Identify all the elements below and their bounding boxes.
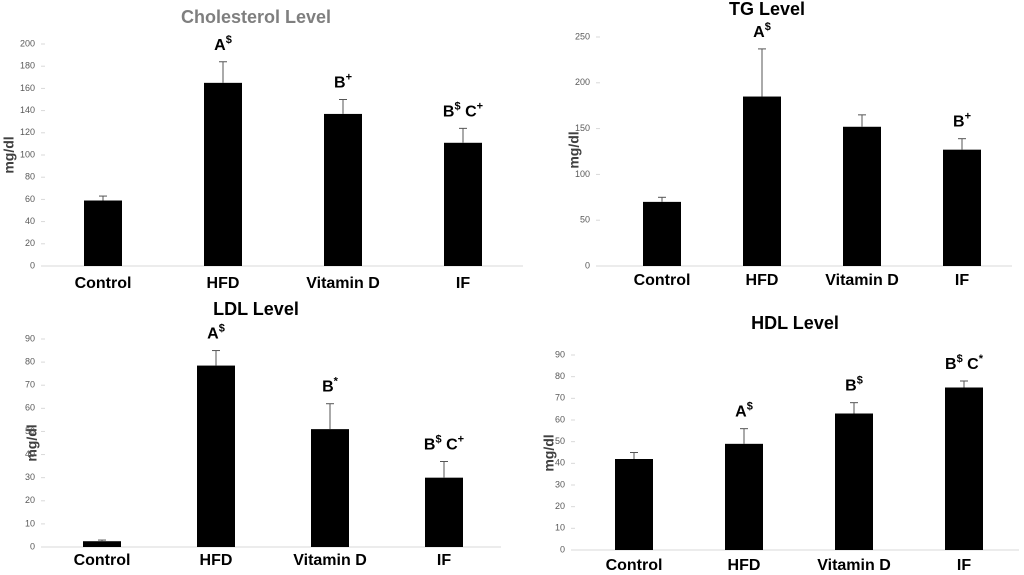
y-tick-label: 60 [25,194,35,204]
x-tick-label: Vitamin D [825,272,899,289]
y-tick-label: 50 [555,436,565,446]
bar [204,82,242,266]
annotation: B$ [845,375,863,395]
y-tick-label: 150 [575,123,590,133]
annotation: B+ [334,71,352,91]
y-tick-label: 30 [25,472,35,482]
y-tick-label: 60 [25,403,35,413]
y-tick-label: 60 [555,414,565,424]
chart-title: TG Level [729,0,805,19]
y-tick-label: 0 [30,541,35,551]
y-axis-label: mg/dl [566,131,582,168]
y-axis-label: mg/dl [1,136,17,173]
x-tick-label: Vitamin D [306,275,380,292]
annotation: A$ [214,34,232,54]
y-tick-label: 40 [25,216,35,226]
x-tick-label: IF [955,272,969,289]
bar [725,443,763,550]
y-tick-label: 30 [555,479,565,489]
bar [444,142,482,266]
y-tick-label: 50 [25,426,35,436]
x-tick-label: IF [957,557,971,574]
y-tick-label: 200 [20,38,35,48]
y-axis-label: mg/dl [24,424,40,461]
y-tick-label: 20 [555,501,565,511]
y-tick-label: 20 [25,495,35,505]
y-tick-label: 70 [555,393,565,403]
y-tick-label: 50 [580,215,590,225]
bar [84,200,122,266]
bar [643,201,681,266]
y-tick-label: 70 [25,380,35,390]
x-tick-label: Control [606,557,663,574]
bar [83,541,121,547]
annotation: B$ C+ [443,100,483,120]
y-tick-label: 140 [20,105,35,115]
bar [615,459,653,550]
y-tick-label: 100 [575,169,590,179]
y-tick-label: 0 [585,260,590,270]
annotation: B$ C+ [424,433,464,453]
x-tick-label: Control [75,275,132,292]
x-tick-label: Vitamin D [293,552,367,569]
annotation: A$ [207,322,225,342]
y-tick-label: 250 [575,31,590,41]
y-tick-label: 200 [575,77,590,87]
bar [945,387,983,550]
y-tick-label: 100 [20,149,35,159]
y-tick-label: 180 [20,61,35,71]
y-tick-label: 10 [555,523,565,533]
chart-title: LDL Level [213,299,299,319]
x-tick-label: IF [456,275,470,292]
x-tick-label: Vitamin D [817,557,891,574]
bar [311,429,349,547]
y-tick-label: 40 [25,449,35,459]
y-tick-label: 80 [555,371,565,381]
annotation: B* [322,376,339,396]
x-tick-label: Control [74,552,131,569]
chart-title: HDL Level [751,313,839,333]
y-tick-label: 80 [25,172,35,182]
y-tick-label: 40 [555,458,565,468]
bar [324,113,362,267]
x-tick-label: HFD [207,275,240,292]
y-tick-label: 160 [20,83,35,93]
x-tick-label: HFD [728,557,761,574]
annotation: A$ [735,401,753,421]
bar [843,126,881,266]
annotation: B+ [953,111,971,131]
annotation: B$ C* [945,353,984,373]
y-axis-label: mg/dl [541,434,557,471]
bar [743,96,781,266]
y-tick-label: 90 [25,333,35,343]
y-tick-label: 0 [560,544,565,554]
bar [835,413,873,550]
y-tick-label: 10 [25,518,35,528]
y-tick-label: 120 [20,127,35,137]
annotation: A$ [753,21,771,41]
y-tick-label: 20 [25,238,35,248]
y-tick-label: 0 [30,260,35,270]
y-tick-label: 80 [25,356,35,366]
bar [197,365,235,547]
x-tick-label: HFD [200,552,233,569]
chart-title: Cholesterol Level [181,7,331,27]
bar [943,149,981,266]
bar [425,477,463,547]
x-tick-label: Control [634,272,691,289]
x-tick-label: HFD [746,272,779,289]
x-tick-label: IF [437,552,451,569]
y-tick-label: 90 [555,349,565,359]
